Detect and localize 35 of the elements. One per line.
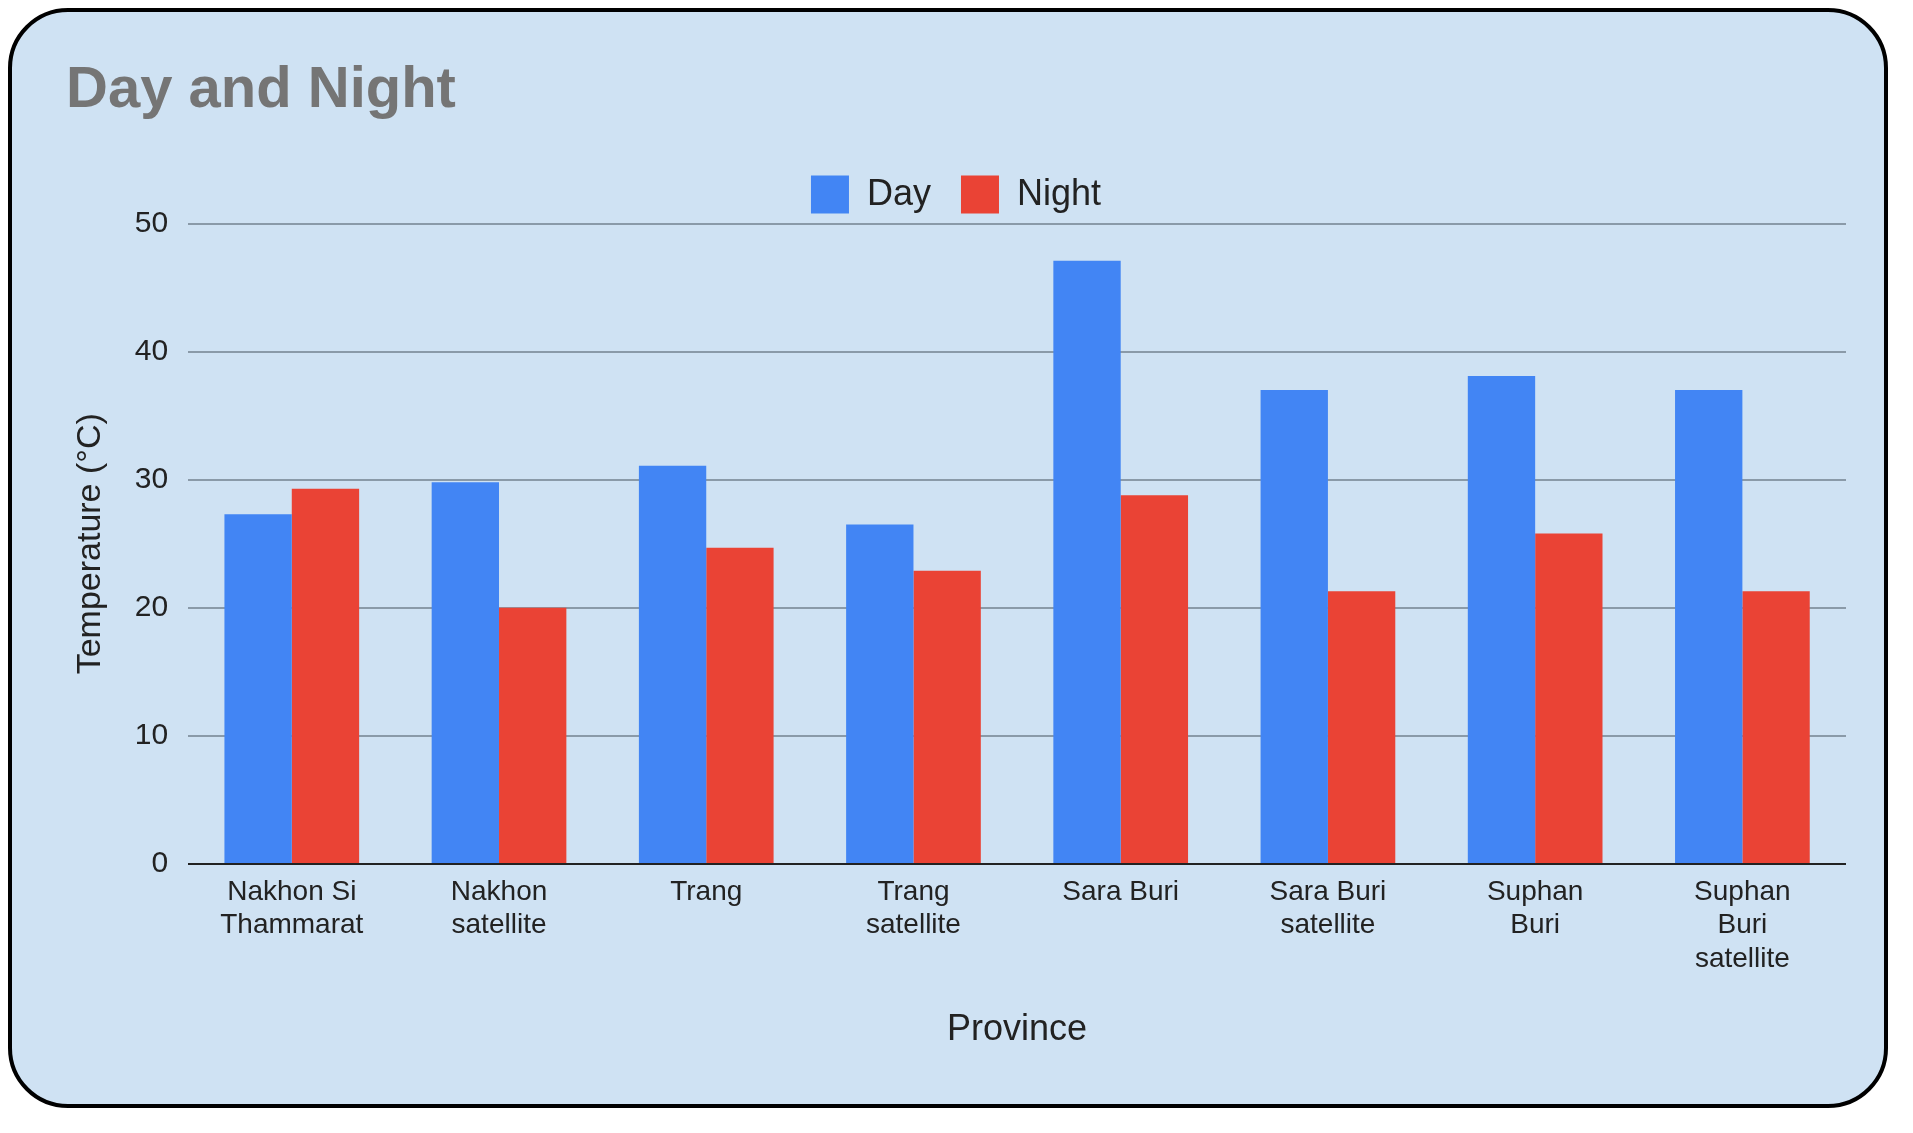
y-tick-label: 40 bbox=[134, 332, 169, 366]
x-tick-label: Suphan Buri bbox=[1486, 874, 1584, 940]
bar bbox=[1260, 390, 1328, 863]
bar bbox=[1053, 260, 1121, 863]
y-tick-label: 30 bbox=[134, 461, 169, 495]
y-tick-label: 20 bbox=[134, 589, 169, 623]
y-tick-label: 10 bbox=[134, 717, 169, 751]
bar bbox=[1535, 533, 1603, 863]
x-tick-label: Sara Buri bbox=[1062, 874, 1180, 906]
bar bbox=[224, 514, 292, 863]
x-tick-label: Trang bbox=[670, 874, 743, 906]
bar bbox=[638, 465, 707, 863]
bar bbox=[1120, 495, 1189, 863]
x-axis-title: Province bbox=[947, 1007, 1088, 1049]
x-tick-label: Trang satellite bbox=[866, 874, 961, 940]
bar bbox=[1467, 376, 1536, 863]
x-tick-label: Suphan Buri satellite bbox=[1694, 874, 1791, 973]
bar bbox=[499, 607, 567, 863]
x-tick-label: Sara Buri satellite bbox=[1269, 874, 1387, 940]
bar bbox=[291, 488, 360, 863]
legend-label: Day bbox=[866, 171, 931, 213]
bar bbox=[431, 482, 500, 863]
legend-label: Night bbox=[1016, 171, 1102, 213]
x-tick-label: Nakhon Si Thammarat bbox=[220, 874, 364, 940]
bar bbox=[1675, 390, 1743, 863]
y-axis-title: Temperature (°C) bbox=[68, 413, 107, 675]
bar bbox=[706, 547, 774, 863]
bar bbox=[1742, 591, 1810, 863]
y-tick-label: 0 bbox=[151, 845, 169, 879]
bar bbox=[913, 570, 981, 863]
bar bbox=[846, 524, 914, 863]
chart-title: Day and Night bbox=[66, 53, 456, 119]
y-tick-label: 50 bbox=[134, 204, 169, 238]
x-tick-label: Nakhon satellite bbox=[450, 874, 548, 940]
bar bbox=[1327, 591, 1396, 863]
